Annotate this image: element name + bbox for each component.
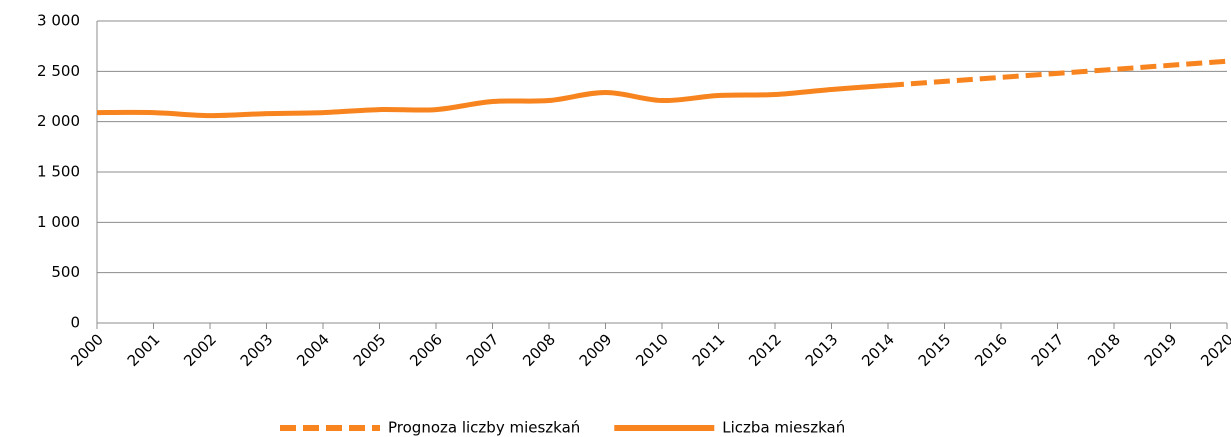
x-tick-label: 2001 [124,330,164,370]
legend-label: Prognoza liczby mieszkań [388,419,580,437]
y-tick-label: 2 500 [37,62,80,80]
y-tick-label: 3 000 [37,12,80,30]
x-tick-label: 2007 [463,330,503,370]
x-tick-label: 2013 [802,330,842,370]
line-series [887,58,1228,88]
line-series [96,82,889,119]
x-tick-label: 2012 [745,330,785,370]
x-tick-label: 2017 [1028,330,1068,370]
y-tick-label: 1 000 [37,213,80,231]
y-tick-label: 2 000 [37,112,80,130]
x-tick-label: 2008 [519,330,559,370]
x-tick-label: 2014 [858,330,898,370]
x-tick-label: 2004 [293,330,333,370]
x-tick-label: 2002 [180,330,220,370]
x-tick-label: 2018 [1084,330,1124,370]
y-tick-label: 1 500 [37,163,80,181]
x-tick-label: 2006 [406,330,446,370]
x-tick-label: 2016 [971,330,1011,370]
x-tick-label: 2020 [1197,330,1231,370]
x-tick-label: 2005 [350,330,390,370]
x-tick-label: 2015 [915,330,955,370]
y-tick-label: 0 [70,314,80,332]
x-tick-label: 2011 [689,330,729,370]
x-tick-label: 2003 [237,330,277,370]
x-tick-label: 2010 [632,330,672,370]
x-tick-label: 2000 [67,330,107,370]
x-tick-label: 2019 [1141,330,1181,370]
legend-label: Liczba mieszkań [722,419,845,437]
x-tick-label: 2009 [576,330,616,370]
y-tick-label: 500 [51,263,80,281]
